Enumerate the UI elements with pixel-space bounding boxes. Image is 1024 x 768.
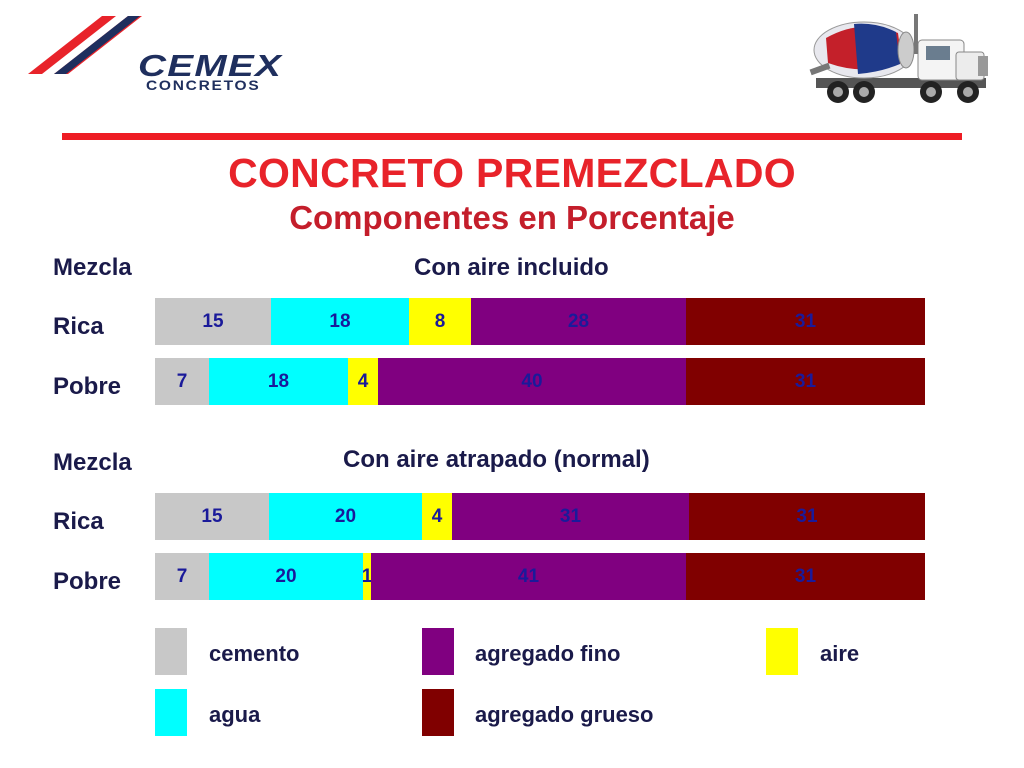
chart2-pobre-segment-agua: 20 [209, 553, 363, 600]
data-label: 31 [796, 505, 818, 527]
data-label: 7 [176, 565, 188, 587]
chart2-pobre-segment-agregado-grueso: 31 [686, 553, 925, 600]
page-title: CONCRETO PREMEZCLADO [228, 150, 796, 196]
legend-label-agregado-grueso: agregado grueso [475, 702, 654, 727]
data-label: 18 [329, 310, 351, 332]
chart1-pobre-segment-agregado-fino: 40 [378, 358, 686, 405]
chart2-category-pobre: Pobre [53, 568, 122, 595]
logo-wordmark: CEMEX [138, 48, 283, 83]
data-label: 28 [567, 310, 590, 332]
chart2-pobre-segment-agregado-fino: 41 [371, 553, 686, 600]
chart1-pobre-segment-agua: 18 [209, 358, 348, 405]
chart1-category-rica: Rica [53, 313, 104, 340]
chart2-rica-segment-aire: 4 [422, 493, 452, 540]
data-label: 15 [202, 310, 224, 332]
data-label: 4 [431, 505, 443, 527]
chart2-title: Con aire atrapado (normal) [343, 446, 650, 473]
chart1-ylabel: Mezcla [53, 254, 132, 281]
data-label: 31 [794, 370, 817, 392]
data-label: 8 [434, 310, 446, 332]
chart2-rica-segment-agregado-grueso: 31 [689, 493, 925, 540]
chart1-rica-segment-agua: 18 [271, 298, 409, 345]
page-subtitle: Componentes en Porcentaje [289, 199, 735, 236]
cemex-logo-mark-icon [28, 16, 142, 74]
data-label: 40 [521, 370, 543, 392]
chart1-rica-segment-agregado-grueso: 31 [686, 298, 925, 345]
data-label: 41 [517, 565, 540, 587]
data-label: 20 [334, 505, 357, 527]
legend-swatch-agregado-fino [422, 628, 454, 675]
legend-label-aire: aire [820, 641, 860, 666]
chart2-category-rica: Rica [53, 508, 104, 535]
legend-label-cemento: cemento [209, 641, 300, 666]
chart1-pobre-segment-agregado-grueso: 31 [686, 358, 925, 405]
chart2-ylabel: Mezcla [53, 449, 132, 476]
cemex-logo: CEMEX CONCRETOS [24, 14, 294, 96]
data-label: 7 [176, 370, 188, 392]
legend-swatch-agua [155, 689, 187, 736]
legend-swatch-agregado-grueso [422, 689, 454, 736]
legend-swatch-cemento [155, 628, 187, 675]
chart1-pobre-segment-aire: 4 [348, 358, 378, 405]
data-label: 31 [794, 310, 817, 332]
chart1-rica-segment-aire: 8 [409, 298, 471, 345]
chart1-rica-segment-cemento: 15 [155, 298, 271, 345]
legend-label-agregado-fino: agregado fino [475, 641, 621, 666]
title-divider [62, 133, 962, 140]
data-label: 31 [559, 505, 582, 527]
chart2-pobre-segment-cemento: 7 [155, 553, 209, 600]
legend-label-agua: agua [209, 702, 261, 727]
concrete-mixer-truck-icon [809, 14, 988, 103]
data-label: 1 [361, 565, 373, 587]
chart1-title: Con aire incluido [414, 254, 609, 281]
chart1-rica-segment-agregado-fino: 28 [471, 298, 686, 345]
data-label: 20 [275, 565, 297, 587]
logo-subtitle: CONCRETOS [146, 78, 261, 93]
data-label: 4 [357, 370, 369, 392]
data-label: 18 [267, 370, 290, 392]
chart2-rica-segment-cemento: 15 [155, 493, 269, 540]
chart2-pobre-segment-aire: 1 [361, 553, 373, 600]
legend-swatch-aire [766, 628, 798, 675]
chart2-rica-segment-agregado-fino: 31 [452, 493, 689, 540]
data-label: 15 [201, 505, 223, 527]
data-label: 31 [794, 565, 817, 587]
chart2-rica-segment-agua: 20 [269, 493, 422, 540]
chart1-category-pobre: Pobre [53, 373, 122, 400]
chart1-pobre-segment-cemento: 7 [155, 358, 209, 405]
